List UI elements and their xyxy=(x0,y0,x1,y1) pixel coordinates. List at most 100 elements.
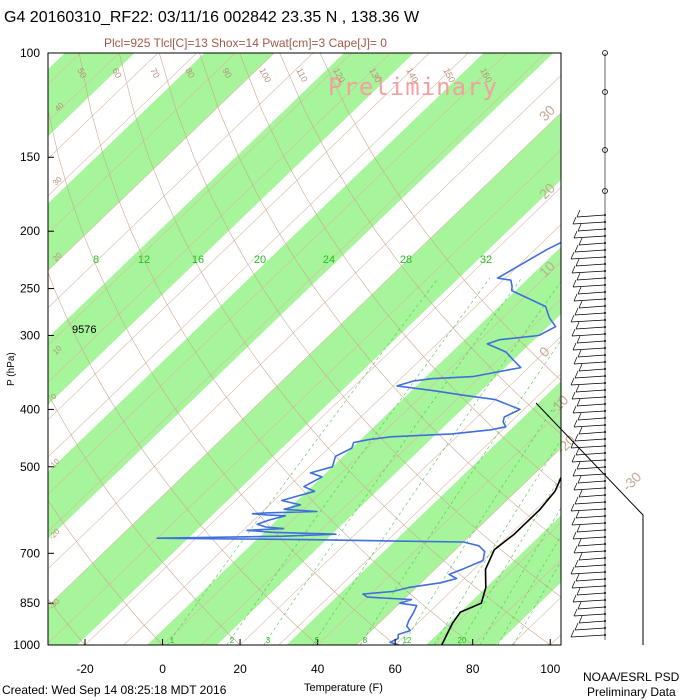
isotherm-line xyxy=(317,410,561,645)
isotherm-line xyxy=(667,53,700,645)
wind-barb-dot xyxy=(604,508,606,510)
wind-barb-flag xyxy=(571,454,576,463)
wind-barb xyxy=(570,445,606,449)
mixing-ratio-label: 28 xyxy=(400,254,412,266)
mixing-ratio-label: 16 xyxy=(192,254,204,266)
isotherm-line xyxy=(84,186,561,645)
wind-barb-dot xyxy=(604,599,606,601)
wind-barb-flag xyxy=(574,244,579,253)
isotherm-label: 50 xyxy=(75,66,89,80)
isotherm-line xyxy=(48,53,236,234)
mixing-ratio-label: 20 xyxy=(254,254,266,266)
wind-barb xyxy=(576,340,606,344)
wind-barb xyxy=(573,361,606,365)
wind-barb xyxy=(576,403,606,407)
green-band xyxy=(286,381,561,645)
calm-marker xyxy=(602,147,608,153)
wind-barb xyxy=(573,298,606,302)
wind-barb xyxy=(571,333,606,337)
wind-barb xyxy=(575,326,606,330)
wind-barb-dot xyxy=(604,354,606,356)
wind-barb xyxy=(575,515,606,519)
wind-barb-flag xyxy=(570,629,575,638)
x-tick-label: 60 xyxy=(388,662,402,676)
wind-barb xyxy=(572,536,606,540)
wind-barb xyxy=(576,466,606,470)
wind-barb-dot xyxy=(604,263,606,265)
wind-barb-dot xyxy=(604,445,606,447)
wind-barb-flag xyxy=(573,545,578,554)
wind-barb-dot xyxy=(604,214,606,216)
y-tick-label: 200 xyxy=(20,224,40,238)
wind-barb-flag xyxy=(576,398,581,407)
wind-barb-dot xyxy=(604,312,606,314)
wind-barb-dot xyxy=(604,557,606,559)
wind-barb-flag xyxy=(575,321,580,330)
wind-barb xyxy=(573,424,606,428)
wind-panel-outline xyxy=(535,53,644,645)
wind-barb xyxy=(571,522,606,526)
y-tick-label: 850 xyxy=(20,596,40,610)
wind-barb-flag xyxy=(578,363,583,372)
wind-barb-dot xyxy=(604,487,606,489)
wind-barb-flag xyxy=(577,349,582,358)
wind-barb-flag xyxy=(570,251,575,260)
y-tick-label: 700 xyxy=(20,546,40,560)
x-tick-label: 0 xyxy=(159,662,166,676)
wind-barb-flag xyxy=(578,552,583,561)
wind-barb xyxy=(574,312,606,316)
wind-barb-flag xyxy=(573,608,578,617)
wind-barb-dot xyxy=(604,221,606,223)
y-tick-label: 400 xyxy=(20,402,40,416)
wind-barb-flag xyxy=(572,594,577,603)
wind-barb-flag xyxy=(570,440,575,449)
wind-barb xyxy=(570,634,606,638)
isotherm-line xyxy=(278,373,561,645)
isotherm-line xyxy=(589,53,700,645)
wind-barb-flag xyxy=(572,342,577,351)
dry-adiabat xyxy=(118,53,551,645)
wind-barb-dot xyxy=(604,284,606,286)
dry-adiabat xyxy=(239,53,561,489)
wind-barb xyxy=(573,235,606,239)
wind-barb-flag xyxy=(572,468,577,477)
mixing-ratio-label: 8 xyxy=(93,254,99,266)
isotherm-line xyxy=(433,522,561,645)
wind-barb xyxy=(576,592,606,596)
wind-barb xyxy=(578,242,606,246)
wind-barb-dot xyxy=(604,368,606,370)
wind-barb-flag xyxy=(574,559,579,568)
wind-barb-flag xyxy=(575,447,580,456)
wind-barb xyxy=(572,599,606,603)
wind-barb-flag xyxy=(573,230,578,239)
wind-barb-dot xyxy=(604,277,606,279)
wind-barb-dot xyxy=(604,319,606,321)
wind-barb xyxy=(570,382,606,386)
wind-barb xyxy=(575,578,606,582)
wind-barb-dot xyxy=(604,333,606,335)
x-tick-label: 40 xyxy=(311,662,325,676)
isotherm-label-celsius: -30 xyxy=(619,468,645,494)
wind-barb-flag xyxy=(577,601,582,610)
wind-barb-dot xyxy=(604,389,606,391)
wind-barb-flag xyxy=(577,538,582,547)
wind-barb-dot xyxy=(604,578,606,580)
isotherm-line xyxy=(48,53,314,309)
mixing-ratio-label: 8 xyxy=(363,636,368,645)
wind-barb-dot xyxy=(604,473,606,475)
wind-barb-dot xyxy=(604,515,606,517)
wind-barb-dot xyxy=(604,298,606,300)
x-axis: -20 0 20 40 60 80 100 xyxy=(76,639,561,676)
wind-barb-dot xyxy=(604,431,606,433)
wind-barb-dot xyxy=(604,396,606,398)
mixing-ratio-label: 12 xyxy=(138,254,150,266)
dry-adiabat xyxy=(48,598,86,645)
isotherm-line xyxy=(48,53,391,383)
wind-barb-flag xyxy=(574,370,579,379)
wind-barb-dot xyxy=(604,270,606,272)
wind-barb xyxy=(572,473,606,477)
wind-barb xyxy=(577,543,606,547)
mixing-ratio-label: 2 xyxy=(230,636,235,645)
dewpoint-profile xyxy=(156,241,561,645)
y-tick-label: 150 xyxy=(20,150,40,164)
